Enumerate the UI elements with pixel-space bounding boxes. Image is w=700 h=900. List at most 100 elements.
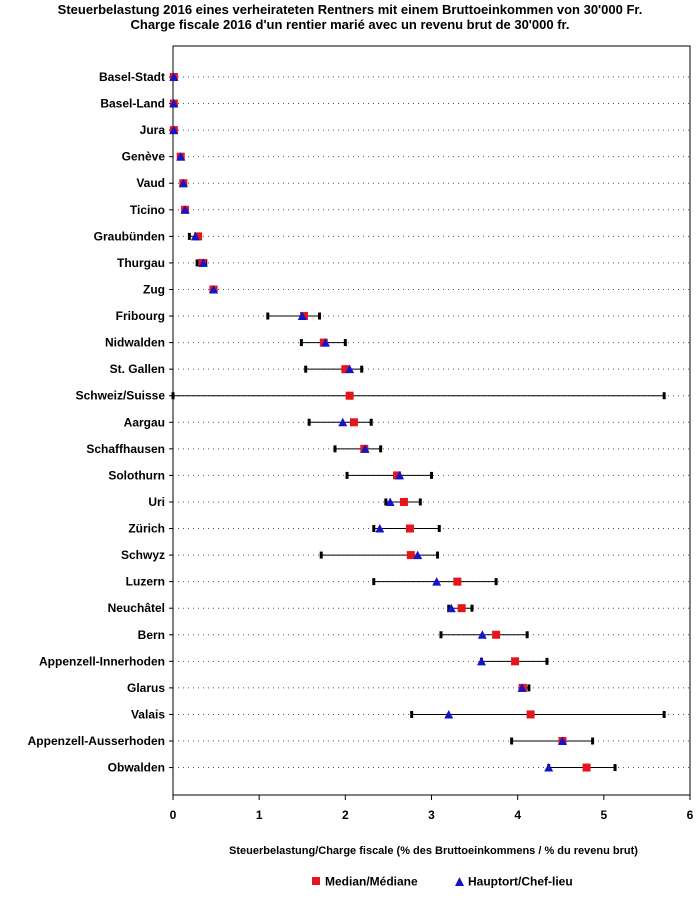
chart-subtitle: Charge fiscale 2016 d'un rentier marié a…	[130, 17, 570, 32]
hauptort-marker	[517, 683, 527, 692]
hauptort-marker	[198, 258, 208, 267]
hauptort-marker	[178, 178, 188, 188]
hauptort-marker	[169, 72, 179, 81]
range-max-cap	[418, 498, 422, 506]
range-max-cap	[527, 684, 531, 692]
hauptort-marker	[321, 338, 331, 347]
median-marker	[345, 391, 354, 400]
category-label: Uri	[148, 495, 165, 509]
hauptort-marker	[544, 763, 554, 772]
range-min-cap	[372, 525, 376, 533]
range-min-cap	[195, 259, 199, 267]
hauptort-marker	[190, 231, 200, 241]
category-label: Luzern	[126, 575, 165, 589]
category-label: Aargau	[124, 415, 165, 429]
category-label: Ticino	[130, 203, 165, 217]
x-tick-label: 2	[342, 808, 349, 822]
category-label: Genève	[122, 150, 166, 164]
x-tick-label: 4	[514, 808, 521, 822]
range-max-cap	[662, 392, 666, 400]
hauptort-marker	[169, 99, 179, 108]
x-axis-label: Steuerbelastung/Charge fiscale (% des Br…	[229, 845, 638, 857]
x-tick-label: 3	[428, 808, 435, 822]
hauptort-marker	[444, 709, 454, 719]
median-marker	[453, 577, 462, 586]
range-min-cap	[307, 418, 311, 426]
hauptort-marker	[297, 311, 307, 321]
range-min-cap	[410, 710, 414, 718]
category-label: Thurgau	[117, 256, 165, 270]
range-max-cap	[545, 657, 549, 665]
category-label: Appenzell-Innerhoden	[39, 654, 165, 668]
hauptort-marker	[208, 284, 218, 294]
range-min-cap	[266, 312, 270, 320]
category-label: St. Gallen	[110, 362, 165, 376]
hauptort-marker	[395, 470, 405, 480]
category-label: Valais	[131, 707, 165, 721]
range-max-cap	[494, 578, 498, 586]
range-min-cap	[304, 365, 308, 373]
legend-median-label: Median/Médiane	[325, 875, 418, 889]
range-max-cap	[470, 604, 474, 612]
hauptort-marker	[169, 125, 179, 135]
range-max-cap	[525, 631, 529, 639]
range-max-cap	[343, 339, 347, 347]
hauptort-marker	[477, 630, 487, 639]
range-max-cap	[369, 418, 373, 426]
median-marker	[193, 232, 202, 241]
category-label: Solothurn	[108, 468, 165, 482]
range-max-cap	[613, 764, 617, 772]
category-label: Fribourg	[116, 309, 165, 323]
category-label: Nidwalden	[105, 336, 165, 350]
legend-hauptort-marker	[455, 877, 464, 886]
median-marker	[393, 471, 402, 480]
hauptort-marker	[345, 364, 355, 374]
plot-frame	[172, 45, 691, 796]
x-tick-label: 5	[600, 808, 607, 822]
hauptort-marker	[476, 656, 486, 666]
range-min-cap	[299, 339, 303, 347]
range-min-cap	[439, 631, 443, 639]
category-label: Zürich	[128, 522, 165, 536]
hauptort-marker	[385, 497, 395, 506]
range-min-cap	[447, 604, 451, 612]
range-min-cap	[345, 471, 349, 479]
category-label: Glarus	[127, 681, 165, 695]
range-min-cap	[333, 445, 337, 453]
range-max-cap	[379, 445, 383, 453]
hauptort-marker	[557, 736, 567, 745]
category-label: Jura	[140, 123, 166, 137]
x-tick-label: 0	[170, 808, 177, 822]
range-max-cap	[317, 312, 321, 320]
range-min-cap	[372, 578, 376, 586]
median-marker	[341, 365, 350, 374]
legend-median-marker	[312, 877, 320, 885]
hauptort-marker	[360, 444, 370, 453]
range-max-cap	[662, 710, 666, 718]
median-marker	[492, 630, 501, 639]
median-marker	[405, 524, 414, 533]
hauptort-marker	[176, 152, 186, 161]
median-marker	[526, 710, 535, 719]
category-label: Graubünden	[94, 229, 165, 243]
median-marker	[511, 657, 520, 666]
category-label: Basel-Stadt	[99, 70, 165, 84]
chart-title: Steuerbelastung 2016 eines verheirateten…	[57, 2, 643, 17]
category-label: Schweiz/Suisse	[76, 389, 166, 403]
category-label: Appenzell-Ausserhoden	[28, 734, 165, 748]
range-max-cap	[591, 737, 595, 745]
category-label: Basel-Land	[100, 97, 165, 111]
hauptort-marker	[180, 205, 190, 214]
range-min-cap	[319, 551, 323, 559]
range-max-cap	[437, 525, 441, 533]
median-marker	[349, 418, 358, 427]
range-min-cap	[384, 498, 388, 506]
range-min-cap	[510, 737, 514, 745]
hauptort-marker	[338, 417, 348, 427]
category-label: Obwalden	[108, 761, 165, 775]
range-min-cap	[171, 392, 175, 400]
legend-hauptort-label: Hauptort/Chef-lieu	[468, 875, 573, 889]
median-marker	[582, 763, 591, 772]
category-label: Neuchâtel	[108, 601, 165, 615]
hauptort-marker	[413, 550, 423, 560]
